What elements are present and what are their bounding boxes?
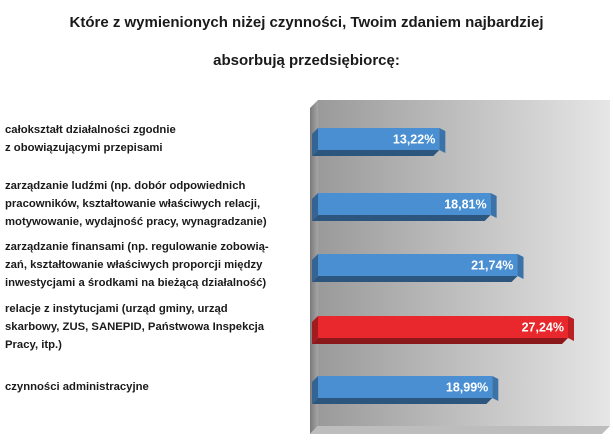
- bar-side: [312, 254, 318, 282]
- bar-side: [312, 316, 318, 344]
- category-label: zarządzanie finansami (np. regulowanie z…: [5, 241, 269, 289]
- bar: [318, 254, 518, 276]
- bar-end: [517, 254, 524, 279]
- value-label: 18,99%: [446, 380, 488, 394]
- bar: [318, 128, 440, 150]
- bar: [318, 316, 568, 338]
- bar-bottom: [312, 150, 440, 156]
- bar-bottom: [312, 338, 568, 344]
- category-label: zarządzanie ludźmi (np. dobór odpowiedni…: [5, 180, 267, 228]
- bar-side: [312, 376, 318, 404]
- chart-title: Które z wymienionych niżej czynności, Tw…: [69, 14, 544, 69]
- bar-side: [312, 128, 318, 156]
- bar: [318, 376, 493, 398]
- bar-end: [490, 193, 497, 218]
- bar-bottom: [312, 215, 491, 221]
- bar-side: [312, 193, 318, 221]
- bar-bottom: [312, 398, 493, 404]
- value-label: 18,81%: [444, 197, 486, 211]
- bar-end: [439, 128, 446, 153]
- category-label: całokształt działalności zgodnie z obowi…: [5, 124, 176, 154]
- bar-bottom: [312, 276, 518, 282]
- value-label: 13,22%: [393, 132, 435, 146]
- plot-floor: [310, 426, 610, 434]
- bar: [318, 193, 491, 215]
- value-label: 21,74%: [471, 258, 513, 272]
- bar-end: [492, 376, 499, 401]
- category-label: relacje z instytucjami (urząd gminy, urz…: [5, 303, 265, 351]
- bar-end: [568, 316, 574, 341]
- category-label: czynności administracyjne: [5, 381, 149, 393]
- value-label: 27,24%: [522, 320, 564, 334]
